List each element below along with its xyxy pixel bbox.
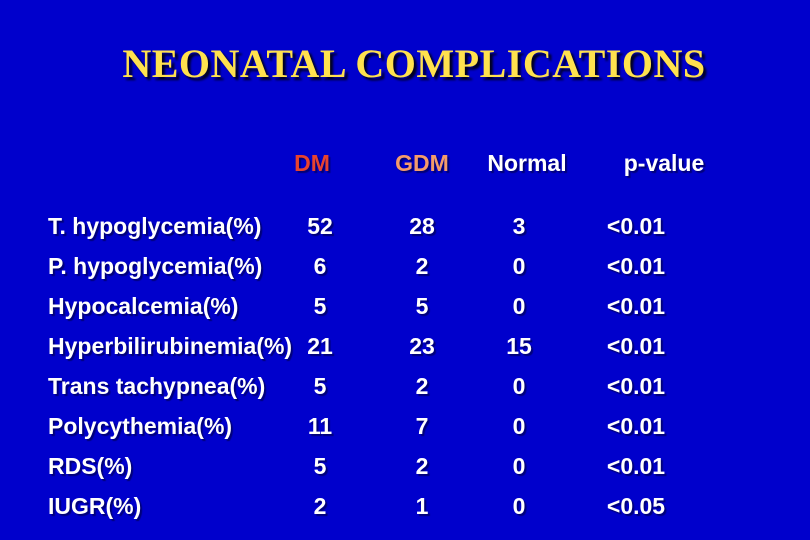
cell-pvalue: <0.01 — [606, 412, 666, 439]
row-label: T. hypoglycemia(%) — [48, 212, 262, 239]
table-row: T. hypoglycemia(%) 52 28 3 <0.01 — [48, 206, 758, 246]
row-label: RDS(%) — [48, 452, 133, 479]
cell-pvalue: <0.05 — [606, 492, 666, 519]
row-label: Hyperbilirubinemia(%) — [48, 332, 293, 359]
cell-pvalue: <0.01 — [606, 212, 666, 239]
cell-gdm: 7 — [415, 412, 429, 439]
cell-dm: 52 — [307, 212, 333, 239]
cell-gdm: 2 — [415, 252, 429, 279]
complications-table: DM GDM Normal p-value T. hypoglycemia(%)… — [48, 140, 758, 526]
cell-pvalue: <0.01 — [606, 292, 666, 319]
cell-gdm: 28 — [409, 212, 435, 239]
cell-dm: 5 — [313, 292, 327, 319]
cell-normal: 0 — [512, 252, 526, 279]
cell-dm: 11 — [307, 412, 333, 439]
cell-normal: 0 — [512, 452, 526, 479]
cell-gdm: 23 — [409, 332, 435, 359]
cell-normal: 0 — [512, 292, 526, 319]
cell-dm: 6 — [313, 252, 327, 279]
cell-dm: 21 — [307, 332, 333, 359]
table-header-row: DM GDM Normal p-value — [48, 140, 758, 186]
column-header-gdm: GDM — [395, 149, 449, 176]
table-row: Trans tachypnea(%) 5 2 0 <0.01 — [48, 366, 758, 406]
cell-normal: 0 — [512, 372, 526, 399]
table-row: Hyperbilirubinemia(%) 21 23 15 <0.01 — [48, 326, 758, 366]
cell-dm: 2 — [313, 492, 327, 519]
row-label: Trans tachypnea(%) — [48, 372, 266, 399]
cell-pvalue: <0.01 — [606, 252, 666, 279]
row-label: Polycythemia(%) — [48, 412, 233, 439]
column-header-dm: DM — [294, 149, 330, 176]
table-row: IUGR(%) 2 1 0 <0.05 — [48, 486, 758, 526]
table-row: Hypocalcemia(%) 5 5 0 <0.01 — [48, 286, 758, 326]
cell-gdm: 2 — [415, 452, 429, 479]
cell-gdm: 5 — [415, 292, 429, 319]
row-label: Hypocalcemia(%) — [48, 292, 239, 319]
page-title: NEONATAL COMPLICATIONS — [122, 41, 706, 86]
cell-dm: 5 — [313, 372, 327, 399]
cell-pvalue: <0.01 — [606, 372, 666, 399]
cell-pvalue: <0.01 — [606, 332, 666, 359]
cell-normal: 3 — [512, 212, 526, 239]
cell-normal: 15 — [506, 332, 532, 359]
row-label: P. hypoglycemia(%) — [48, 252, 263, 279]
cell-normal: 0 — [512, 412, 526, 439]
row-label: IUGR(%) — [48, 492, 142, 519]
cell-gdm: 1 — [415, 492, 429, 519]
table-row: RDS(%) 5 2 0 <0.01 — [48, 446, 758, 486]
table-row: P. hypoglycemia(%) 6 2 0 <0.01 — [48, 246, 758, 286]
cell-pvalue: <0.01 — [606, 452, 666, 479]
column-header-normal: Normal — [487, 149, 567, 176]
table-row: Polycythemia(%) 11 7 0 <0.01 — [48, 406, 758, 446]
cell-normal: 0 — [512, 492, 526, 519]
column-header-pvalue: p-value — [623, 149, 705, 176]
cell-gdm: 2 — [415, 372, 429, 399]
cell-dm: 5 — [313, 452, 327, 479]
